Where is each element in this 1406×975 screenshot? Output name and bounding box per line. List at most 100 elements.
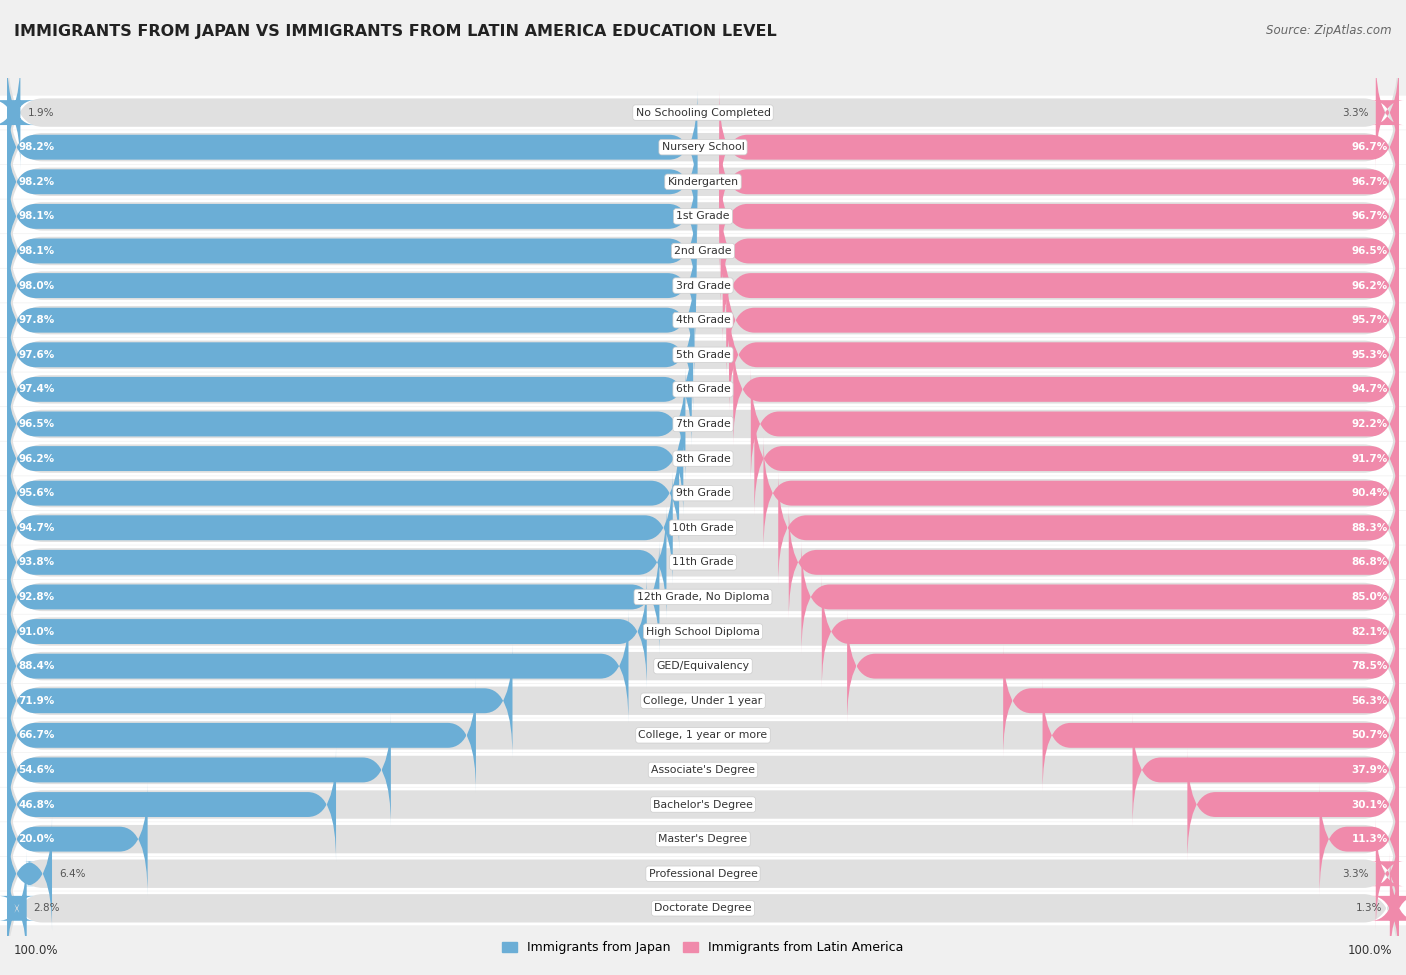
FancyBboxPatch shape (7, 160, 697, 273)
FancyBboxPatch shape (801, 540, 1399, 653)
Text: 30.1%: 30.1% (1351, 800, 1388, 809)
FancyBboxPatch shape (7, 490, 1399, 635)
Text: 100.0%: 100.0% (14, 945, 59, 957)
Text: Professional Degree: Professional Degree (648, 869, 758, 878)
FancyBboxPatch shape (7, 332, 692, 447)
FancyBboxPatch shape (7, 782, 148, 896)
FancyBboxPatch shape (0, 131, 1406, 164)
Text: 96.7%: 96.7% (1351, 176, 1388, 187)
FancyBboxPatch shape (734, 332, 1399, 447)
Text: 98.1%: 98.1% (18, 246, 55, 256)
FancyBboxPatch shape (7, 386, 1399, 530)
Text: 98.2%: 98.2% (18, 176, 55, 187)
FancyBboxPatch shape (0, 303, 1406, 337)
Text: 95.7%: 95.7% (1351, 315, 1388, 326)
FancyBboxPatch shape (1319, 782, 1399, 896)
FancyBboxPatch shape (1188, 748, 1399, 861)
Text: 97.6%: 97.6% (18, 350, 55, 360)
FancyBboxPatch shape (1371, 851, 1406, 965)
Text: 91.7%: 91.7% (1351, 453, 1388, 463)
FancyBboxPatch shape (7, 421, 1399, 566)
FancyBboxPatch shape (1043, 679, 1399, 792)
Text: Doctorate Degree: Doctorate Degree (654, 903, 752, 914)
Text: 9th Grade: 9th Grade (676, 488, 730, 498)
Text: Bachelor's Degree: Bachelor's Degree (652, 800, 754, 809)
FancyBboxPatch shape (0, 511, 1406, 545)
Text: 98.0%: 98.0% (18, 281, 55, 291)
FancyBboxPatch shape (0, 857, 1406, 891)
FancyBboxPatch shape (0, 851, 35, 965)
FancyBboxPatch shape (0, 476, 1406, 510)
Text: 93.8%: 93.8% (18, 558, 55, 567)
Text: 94.7%: 94.7% (18, 523, 55, 532)
Text: 82.1%: 82.1% (1351, 627, 1388, 637)
Text: Kindergarten: Kindergarten (668, 176, 738, 187)
Text: 3.3%: 3.3% (1343, 869, 1369, 878)
FancyBboxPatch shape (846, 609, 1399, 722)
Text: 98.2%: 98.2% (18, 142, 55, 152)
FancyBboxPatch shape (789, 506, 1399, 619)
FancyBboxPatch shape (751, 368, 1399, 481)
FancyBboxPatch shape (7, 352, 1399, 496)
FancyBboxPatch shape (7, 698, 1399, 842)
FancyBboxPatch shape (0, 56, 35, 170)
Text: 5th Grade: 5th Grade (676, 350, 730, 360)
Text: 88.3%: 88.3% (1351, 523, 1388, 532)
FancyBboxPatch shape (7, 40, 1399, 185)
Legend: Immigrants from Japan, Immigrants from Latin America: Immigrants from Japan, Immigrants from L… (498, 936, 908, 959)
FancyBboxPatch shape (1133, 713, 1399, 827)
FancyBboxPatch shape (7, 178, 1399, 324)
FancyBboxPatch shape (7, 144, 1399, 289)
Text: 96.7%: 96.7% (1351, 142, 1388, 152)
FancyBboxPatch shape (0, 788, 1406, 822)
Text: 92.8%: 92.8% (18, 592, 55, 602)
Text: 37.9%: 37.9% (1351, 765, 1388, 775)
FancyBboxPatch shape (7, 766, 1399, 912)
Text: 100.0%: 100.0% (1347, 945, 1392, 957)
Text: 7th Grade: 7th Grade (676, 419, 730, 429)
Text: College, 1 year or more: College, 1 year or more (638, 730, 768, 740)
FancyBboxPatch shape (721, 194, 1399, 308)
FancyBboxPatch shape (821, 575, 1399, 688)
Text: 97.4%: 97.4% (18, 384, 55, 394)
Text: Master's Degree: Master's Degree (658, 835, 748, 844)
Text: 96.2%: 96.2% (1351, 281, 1388, 291)
FancyBboxPatch shape (0, 96, 1406, 130)
FancyBboxPatch shape (1004, 644, 1399, 758)
Text: 54.6%: 54.6% (18, 765, 55, 775)
Text: 92.2%: 92.2% (1351, 419, 1388, 429)
Text: 98.1%: 98.1% (18, 212, 55, 221)
FancyBboxPatch shape (7, 125, 697, 239)
FancyBboxPatch shape (0, 545, 1406, 579)
FancyBboxPatch shape (7, 455, 1399, 600)
FancyBboxPatch shape (7, 402, 683, 516)
FancyBboxPatch shape (7, 317, 1399, 462)
FancyBboxPatch shape (7, 679, 475, 792)
Text: 1.9%: 1.9% (28, 107, 53, 118)
FancyBboxPatch shape (7, 713, 391, 827)
FancyBboxPatch shape (720, 91, 1399, 204)
FancyBboxPatch shape (0, 649, 1406, 683)
FancyBboxPatch shape (7, 540, 659, 653)
FancyBboxPatch shape (0, 165, 1406, 199)
Text: 96.5%: 96.5% (18, 419, 55, 429)
Text: Nursery School: Nursery School (662, 142, 744, 152)
FancyBboxPatch shape (0, 200, 1406, 233)
FancyBboxPatch shape (7, 801, 1399, 946)
FancyBboxPatch shape (720, 125, 1399, 239)
Text: 66.7%: 66.7% (18, 730, 55, 740)
FancyBboxPatch shape (0, 753, 1406, 787)
Text: 12th Grade, No Diploma: 12th Grade, No Diploma (637, 592, 769, 602)
Text: 2nd Grade: 2nd Grade (675, 246, 731, 256)
FancyBboxPatch shape (0, 683, 1406, 718)
FancyBboxPatch shape (7, 248, 1399, 393)
Text: 88.4%: 88.4% (18, 661, 55, 671)
FancyBboxPatch shape (7, 75, 1399, 219)
FancyBboxPatch shape (725, 263, 1399, 377)
FancyBboxPatch shape (0, 337, 1406, 371)
Text: 50.7%: 50.7% (1351, 730, 1388, 740)
FancyBboxPatch shape (7, 609, 628, 722)
FancyBboxPatch shape (7, 560, 1399, 704)
Text: 10th Grade: 10th Grade (672, 523, 734, 532)
FancyBboxPatch shape (730, 298, 1399, 411)
